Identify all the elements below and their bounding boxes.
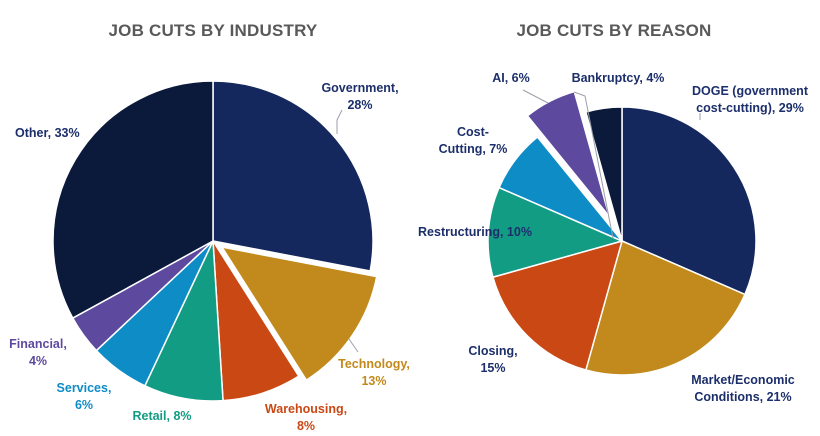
- reason-labels: DOGE (government cost-cutting), 29% Market…: [418, 71, 809, 404]
- slice-restructuring: [487, 186, 623, 278]
- slice-other: [52, 80, 214, 319]
- reason-pie: [487, 89, 757, 376]
- bankruptcy-leader: [573, 91, 614, 239]
- label-closing: Closing, 15%: [468, 344, 517, 375]
- label-services: Services, 6%: [57, 381, 112, 412]
- leader-lines: [336, 89, 701, 353]
- slice-doge-government-cost-cutting: [621, 106, 757, 296]
- reason-chart-title: JOB CUTS BY REASON: [516, 21, 711, 40]
- label-technology: Technology, 13%: [338, 357, 410, 388]
- label-financial: Financial, 4%: [9, 337, 67, 368]
- label-doge-government-cost-cutting: DOGE (government cost-cutting), 29%: [692, 84, 809, 115]
- label-ai: AI, 6%: [492, 71, 530, 85]
- label-bankruptcy: Bankruptcy, 4%: [572, 71, 665, 85]
- label-other: Other, 33%: [15, 126, 80, 140]
- industry-labels: Government, 28% Technology, 13% Warehousing,…: [9, 81, 410, 433]
- slice-government: [212, 80, 374, 272]
- ai-leader: [522, 89, 549, 104]
- government-leader: [336, 109, 343, 134]
- label-market-economic-conditions: Market/Economic Conditions, 21%: [691, 373, 795, 404]
- slice-bankruptcy: [585, 106, 623, 242]
- label-government: Government, 28%: [321, 81, 398, 112]
- label-cost-cutting: Cost-Cutting, 7%: [439, 125, 508, 156]
- slice-technology: [218, 244, 380, 383]
- label-warehousing: Warehousing, 8%: [265, 402, 347, 433]
- industry-chart-title: JOB CUTS BY INDUSTRY: [109, 21, 318, 40]
- label-retail: Retail, 8%: [132, 409, 191, 423]
- slice-market-economic-conditions: [585, 240, 746, 376]
- slice-closing: [492, 240, 623, 371]
- industry-pie: [52, 80, 380, 402]
- slice-cost-cutting: [498, 136, 623, 242]
- technology-leader: [348, 338, 359, 353]
- slice-ai: [524, 89, 613, 222]
- label-restructuring: Restructuring, 10%: [418, 225, 532, 239]
